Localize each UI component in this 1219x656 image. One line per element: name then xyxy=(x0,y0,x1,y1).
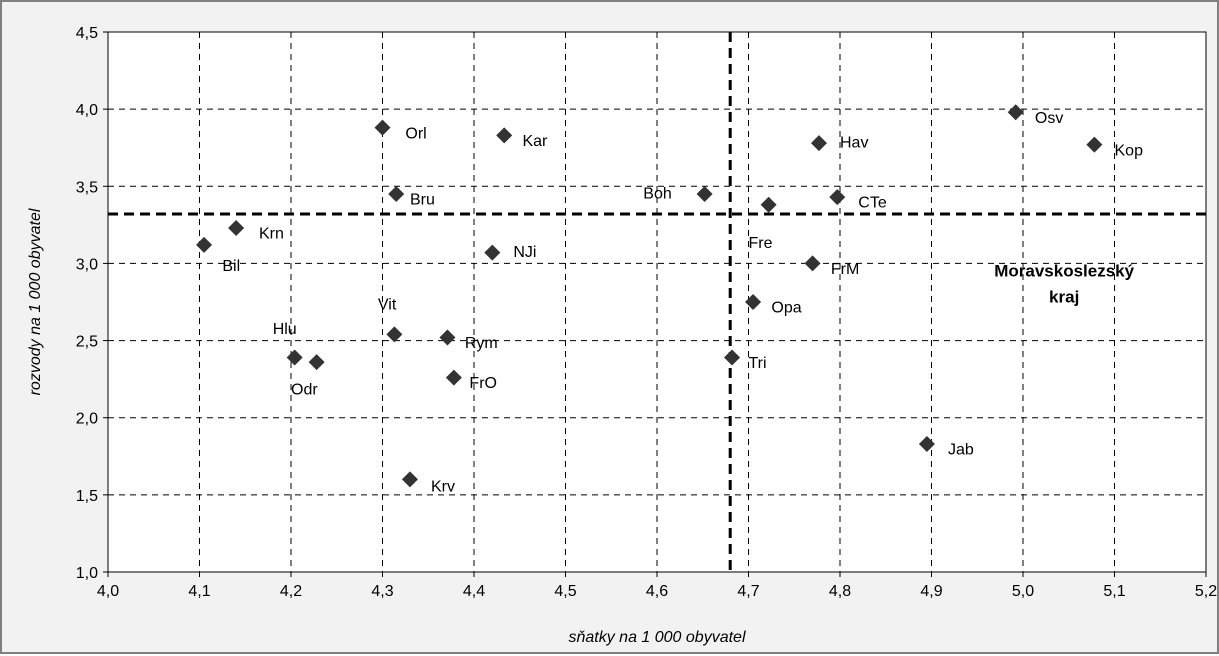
x-tick-label: 4,6 xyxy=(646,583,668,600)
x-tick-label: 4,5 xyxy=(554,583,576,600)
point-label-kar: Kar xyxy=(522,133,548,150)
data-point-hlu xyxy=(286,349,303,366)
y-tick-label: 4,5 xyxy=(76,25,98,42)
annotation-line-1: Moravskoslezský xyxy=(994,262,1134,281)
data-point-cte xyxy=(829,189,846,206)
x-tick-label: 4,8 xyxy=(829,583,851,600)
data-point-fre xyxy=(760,196,777,213)
point-label-osv: Osv xyxy=(1035,110,1063,127)
data-point-vit xyxy=(386,326,403,343)
point-label-jab: Jab xyxy=(948,442,974,459)
data-point-bru xyxy=(388,186,405,202)
point-label-kop: Kop xyxy=(1115,142,1144,159)
x-tick-label: 4,1 xyxy=(188,583,210,600)
x-tick-label: 4,3 xyxy=(371,583,393,600)
data-point-osv xyxy=(1007,104,1024,121)
annotation-line-2: kraj xyxy=(1049,288,1079,307)
point-label-bru: Bru xyxy=(410,192,435,209)
data-point-rym xyxy=(439,329,456,346)
point-label-opa: Opa xyxy=(771,300,801,317)
point-label-rym: Rym xyxy=(465,335,498,352)
data-point-kar xyxy=(496,127,513,144)
x-tick-label: 5,2 xyxy=(1195,583,1217,600)
point-label-nji: NJi xyxy=(513,244,536,261)
point-label-boh: Boh xyxy=(643,185,671,202)
y-tick-label: 1,0 xyxy=(76,565,98,582)
x-axis-title: sňatky na 1 000 obyvatel xyxy=(568,629,745,646)
point-label-bil: Bil xyxy=(222,258,240,275)
y-tick-label: 1,5 xyxy=(76,488,98,505)
data-point-opa xyxy=(745,294,762,310)
x-tick-label: 4,7 xyxy=(737,583,759,600)
x-tick-label: 4,4 xyxy=(463,583,485,600)
grid-lines xyxy=(103,31,1207,577)
y-tick-labels: 1,0 1,5 2,0 2,5 3,0 3,5 4,0 4,5 xyxy=(76,25,98,582)
data-point-tri xyxy=(724,349,741,366)
point-label-hlu: Hlu xyxy=(273,321,297,338)
x-tick-label: 4,9 xyxy=(920,583,942,600)
x-tick-label: 5,0 xyxy=(1012,583,1034,600)
y-tick-label: 2,5 xyxy=(76,334,98,351)
y-tick-label: 4,0 xyxy=(76,102,98,119)
point-label-orl: Orl xyxy=(405,125,426,142)
x-tick-label: 4,2 xyxy=(280,583,302,600)
data-point-frm xyxy=(804,255,821,272)
point-label-odr: Odr xyxy=(291,381,318,398)
point-label-fre: Fre xyxy=(749,235,773,252)
y-tick-label: 3,0 xyxy=(76,256,98,273)
y-axis-title: rozvody na 1 000 obyvatel xyxy=(27,208,44,395)
point-label-vit: Vit xyxy=(378,297,397,314)
data-point-odr xyxy=(308,354,325,371)
point-label-tri: Tri xyxy=(749,355,767,372)
data-point-kop xyxy=(1086,136,1103,153)
point-label-krv: Krv xyxy=(431,479,455,496)
y-tick-label: 2,0 xyxy=(76,411,98,428)
point-labels: Bil Krn Hlu Odr Orl Bru Vit Krv Rym FrO NJi Kar Boh T… xyxy=(222,110,1143,496)
data-point-orl xyxy=(374,119,391,136)
point-label-krn: Krn xyxy=(259,226,284,243)
point-label-cte: CTe xyxy=(858,195,887,212)
y-tick-label: 3,5 xyxy=(76,179,98,196)
data-point-hav xyxy=(810,135,827,152)
data-point-jab xyxy=(918,435,935,452)
x-tick-label: 4,0 xyxy=(97,583,119,600)
data-points xyxy=(196,104,1103,488)
point-label-fro: FrO xyxy=(469,375,497,392)
data-point-nji xyxy=(484,244,501,261)
x-tick-labels: 4,0 4,1 4,2 4,3 4,4 4,5 4,6 4,7 4,8 4,9 5,0 5,1 5,2 xyxy=(97,583,1217,600)
data-point-fro xyxy=(445,369,462,386)
x-tick-label: 5,1 xyxy=(1103,583,1125,600)
data-point-bil xyxy=(196,236,213,253)
data-point-krv xyxy=(401,471,418,488)
point-label-hav: Hav xyxy=(840,135,868,152)
point-label-frm: FrM xyxy=(831,261,859,278)
data-point-krn xyxy=(228,219,245,236)
data-point-boh xyxy=(696,186,713,202)
reference-lines xyxy=(108,32,1206,572)
